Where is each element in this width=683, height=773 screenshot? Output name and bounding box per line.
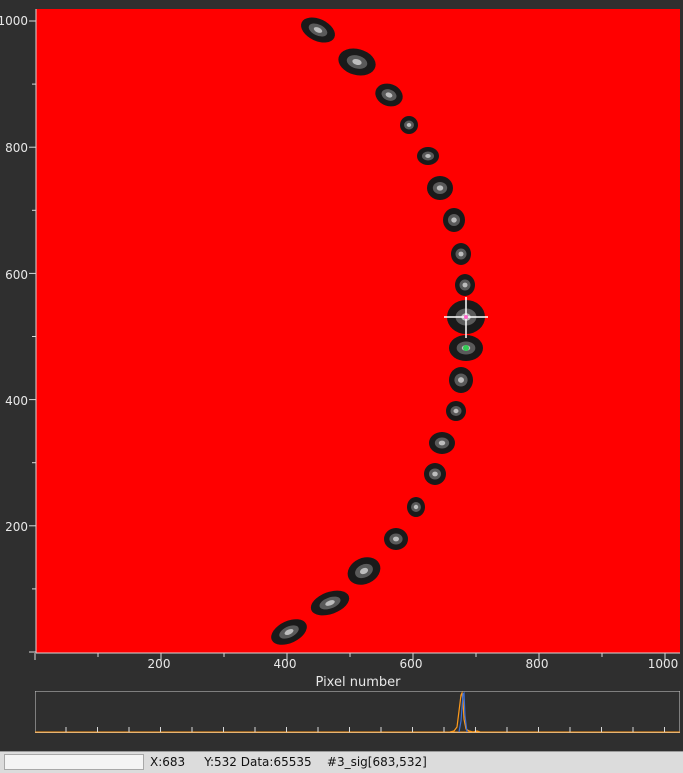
x-tick-label: 800 [526,657,549,671]
y-tick-label: 400 [5,394,28,408]
dark-spot-icon [449,367,473,393]
dark-spot-icon [446,401,466,421]
status-readout: X:683 Y:532 Data:65535 #3_sig[683,532] [150,755,427,769]
x-tick-label: 200 [148,657,171,671]
status-x: X:683 [150,755,186,769]
profile-line-blue [458,691,468,733]
image-canvas[interactable] [36,9,680,653]
dark-spot-icon [375,83,403,107]
x-axis-title: Pixel number [316,675,402,690]
dark-spot-icon [338,48,376,76]
dark-spot-icon [455,274,475,296]
axis-ticks [29,9,680,660]
spot-group [271,17,485,645]
dark-spot-icon [417,147,439,165]
dark-spot-icon [271,619,307,645]
y-tick-label: 800 [5,141,28,155]
dark-spot-icon [407,497,425,517]
dark-spot-icon [429,432,455,454]
crosshair-icon [444,297,488,338]
status-field-empty [4,754,144,770]
dark-spot-icon [310,590,350,616]
x-tick-label: 400 [274,657,297,671]
y-tick-label: 1000 [0,14,28,28]
dark-spot-icon [400,116,418,134]
x-tick-label: 600 [400,657,423,671]
status-bar: X:683 Y:532 Data:65535 #3_sig[683,532] [0,751,683,773]
dark-spot-icon [451,243,471,265]
image-plot[interactable]: 1000 800 600 400 200 200 400 600 800 100… [0,0,683,690]
dark-spot-icon [347,557,381,585]
dark-spot-icon [301,17,335,43]
profile-ticks [65,727,665,732]
dark-spot-icon [424,463,446,485]
x-tick-label: 1000 [648,657,679,671]
marker-green [463,345,469,351]
dark-spot-icon [427,176,453,200]
y-tick-label: 200 [5,520,28,534]
y-tick-label: 600 [5,268,28,282]
dark-spot-icon [443,208,465,232]
status-channel: #3_sig[683,532] [326,755,427,769]
status-y-data: Y:532 Data:65535 [204,755,312,769]
profile-plot[interactable] [35,691,680,733]
dark-spot-icon [384,528,408,550]
